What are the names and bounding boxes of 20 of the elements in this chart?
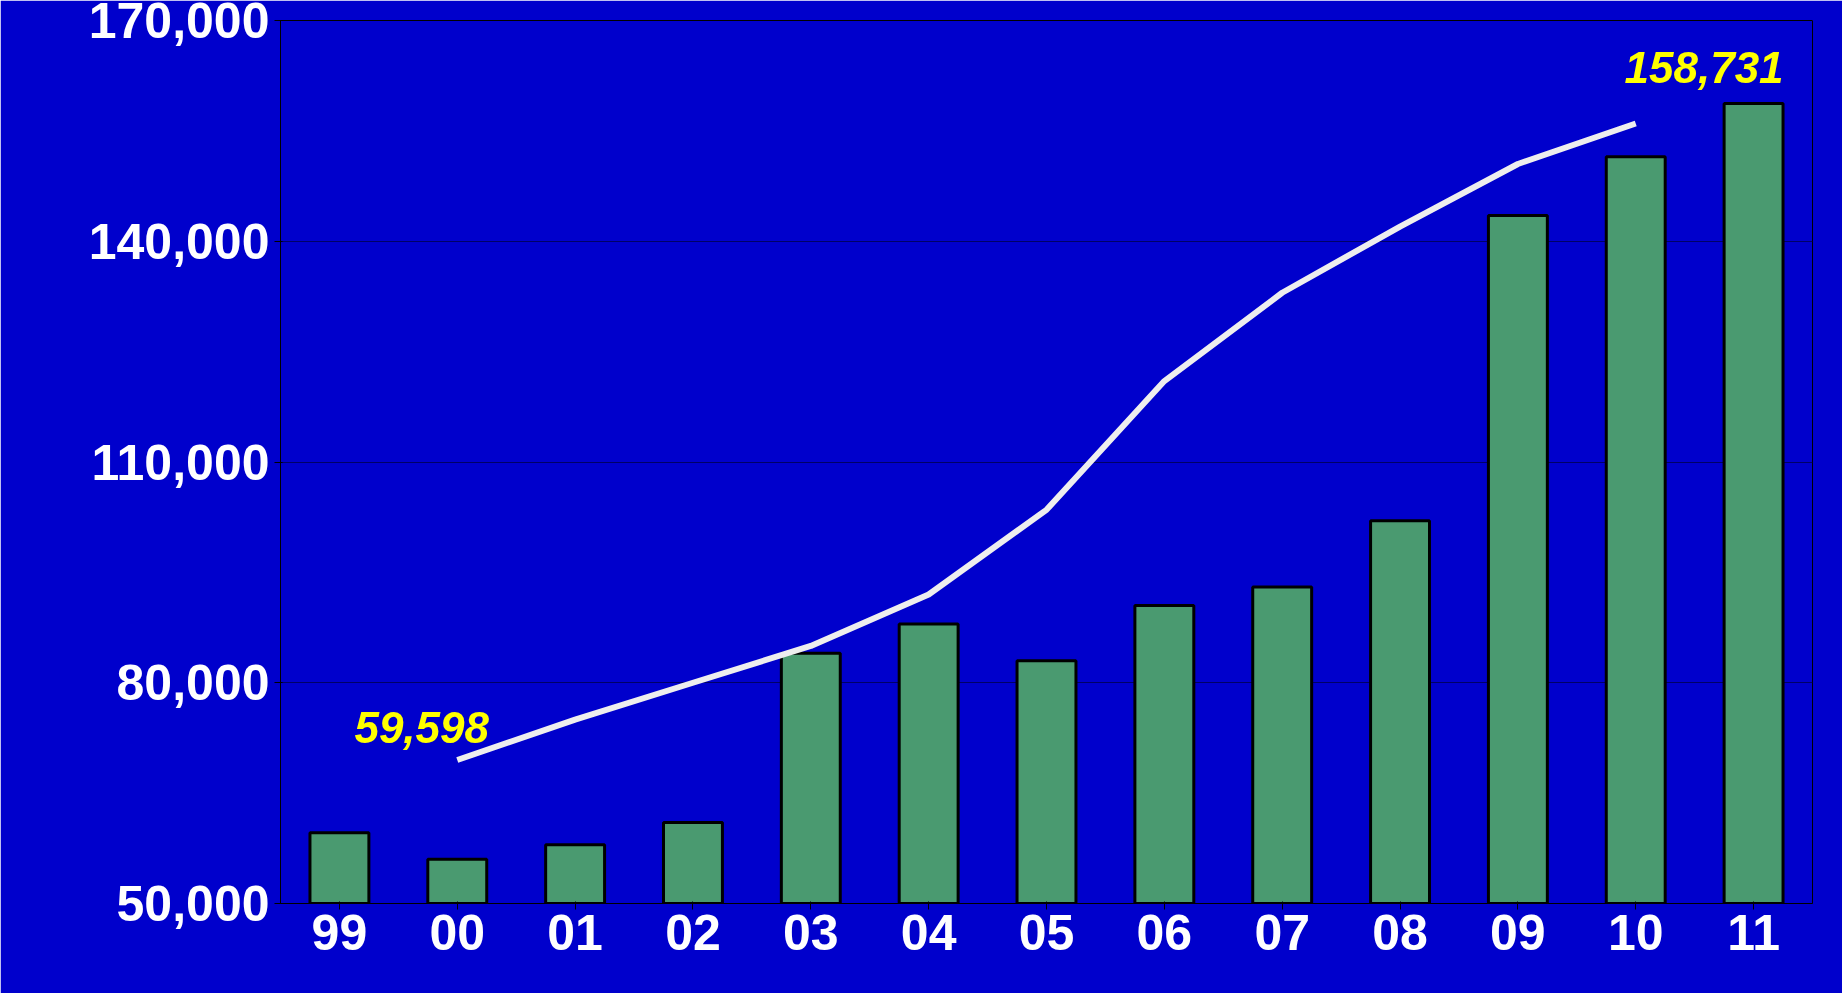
y-tick-label: 110,000	[91, 434, 270, 491]
x-tick-label: 00	[429, 904, 486, 961]
x-tick-label: 06	[1136, 904, 1193, 961]
x-tick-label: 05	[1018, 904, 1075, 961]
x-tick-label: 11	[1727, 904, 1781, 961]
x-tick-label: 01	[547, 904, 603, 961]
annotation: 59,598	[354, 702, 490, 752]
y-tick-label: 140,000	[88, 213, 270, 270]
x-tick-label: 10	[1607, 904, 1664, 961]
annotation: 158,731	[1624, 43, 1784, 93]
y-tick-label: 170,000	[88, 0, 270, 49]
x-tick-label: 08	[1372, 904, 1428, 961]
y-tick-label: 50,000	[116, 876, 270, 932]
x-tick-label: 03	[783, 904, 839, 961]
x-tick-label: 02	[665, 904, 721, 961]
x-tick-label: 04	[900, 904, 957, 961]
y-tick-label: 80,000	[116, 655, 270, 712]
x-tick-label: 09	[1490, 904, 1546, 961]
x-tick-label: 07	[1254, 904, 1311, 961]
x-tick-label: 99	[311, 904, 368, 961]
